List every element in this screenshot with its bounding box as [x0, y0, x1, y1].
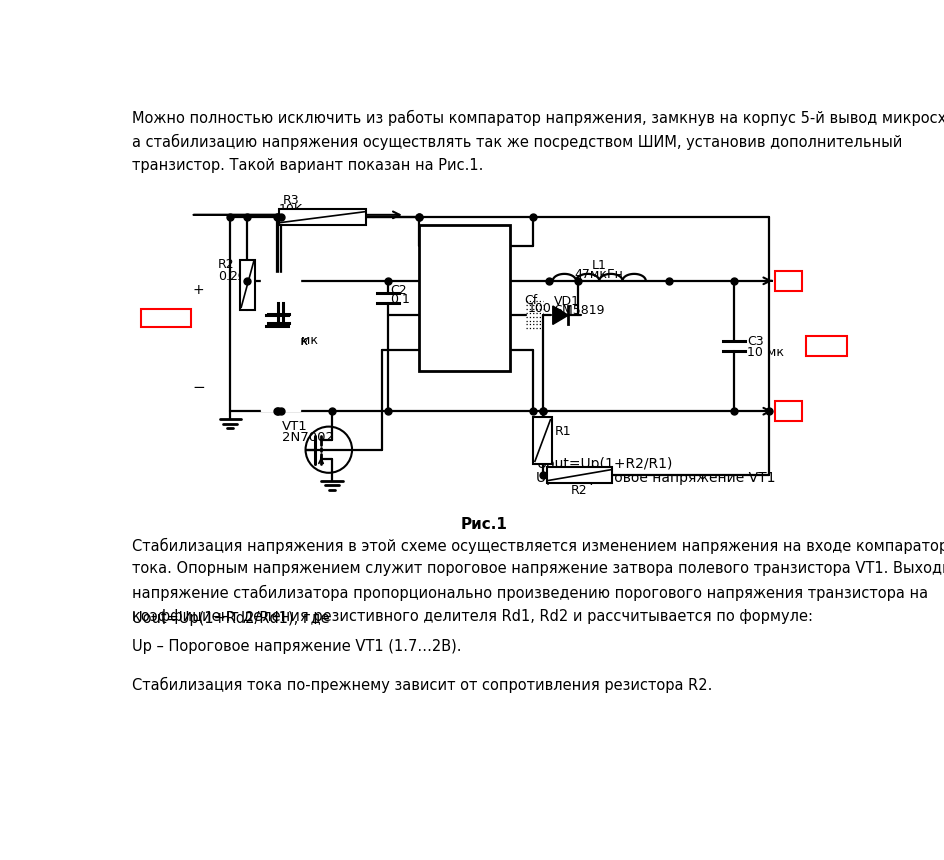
Text: Uout=Up(1+Rd2/Rd1), где: Uout=Up(1+Rd2/Rd1), где: [132, 611, 329, 626]
Text: 100: 100: [527, 302, 551, 315]
Text: +: +: [193, 283, 204, 297]
Text: 2N7002: 2N7002: [282, 431, 334, 445]
Text: −: −: [782, 403, 795, 421]
Text: 8: 8: [423, 240, 430, 253]
Text: R1: R1: [554, 425, 571, 438]
Text: Up – Пороговое напряжение VT1 (1.7…2В).: Up – Пороговое напряжение VT1 (1.7…2В).: [132, 639, 462, 654]
Bar: [775, 271, 801, 291]
Text: 0.1: 0.1: [390, 292, 410, 305]
Text: Стабилизация напряжения в этой схеме осуществляется изменением напряжения на вхо: Стабилизация напряжения в этой схеме осу…: [132, 538, 944, 624]
Text: МС34063: МС34063: [431, 247, 497, 261]
Text: 10K: 10K: [278, 202, 303, 216]
Text: 6: 6: [423, 309, 430, 322]
Text: C2: C2: [390, 284, 407, 298]
Text: Up – Пороговое напряжение VT1: Up – Пороговое напряжение VT1: [536, 471, 776, 485]
Text: 10 мк: 10 мк: [272, 335, 309, 348]
Text: 10 мк: 10 мк: [272, 335, 309, 348]
Bar: [142, 309, 191, 328]
Text: Рис.1: Рис.1: [461, 518, 507, 532]
Text: 2: 2: [498, 274, 506, 287]
Polygon shape: [553, 306, 568, 324]
Polygon shape: [261, 273, 300, 411]
Text: Uout=Up(1+R2/R1): Uout=Up(1+R2/R1): [536, 458, 673, 471]
Text: R2: R2: [218, 258, 235, 271]
Text: R2: R2: [571, 484, 588, 497]
Text: SM5819: SM5819: [554, 304, 605, 317]
Text: Cf: Cf: [524, 293, 537, 307]
Text: 4: 4: [498, 343, 506, 356]
Text: +: +: [782, 273, 795, 291]
Bar: [547, 468, 613, 482]
Text: 3: 3: [498, 309, 506, 322]
Text: 3...45В: 3...45В: [143, 310, 188, 323]
Text: L1: L1: [592, 259, 607, 273]
Bar: [806, 336, 847, 356]
Text: 7: 7: [423, 274, 430, 287]
Text: 10 мк: 10 мк: [280, 335, 318, 347]
Bar: [775, 401, 801, 421]
Bar: [533, 417, 552, 464]
Text: DA1: DA1: [450, 234, 479, 248]
Text: C3: C3: [748, 335, 764, 348]
Text: VD1: VD1: [554, 295, 581, 308]
Bar: [240, 260, 255, 310]
Text: 47мкГн: 47мкГн: [575, 268, 624, 281]
Text: R3: R3: [282, 194, 299, 207]
Text: VT1: VT1: [282, 421, 308, 433]
Text: C1: C1: [280, 325, 297, 338]
Text: C1: C1: [275, 327, 291, 340]
Text: 1: 1: [498, 240, 506, 253]
Text: 5: 5: [423, 343, 430, 356]
Text: Стабилизация тока по-прежнему зависит от сопротивления резистора R2.: Стабилизация тока по-прежнему зависит от…: [132, 677, 713, 693]
Text: 10 мк: 10 мк: [748, 346, 784, 359]
Text: C1: C1: [275, 327, 291, 340]
Bar: [419, 224, 510, 372]
Bar: [279, 210, 366, 224]
Text: 0...40В: 0...40В: [804, 341, 849, 353]
Text: 0.2Ω: 0.2Ω: [218, 269, 247, 283]
Text: Можно полностью исключить из работы компаратор напряжения, замкнув на корпус 5-й: Можно полностью исключить из работы комп…: [132, 109, 944, 173]
Text: −: −: [193, 380, 205, 395]
